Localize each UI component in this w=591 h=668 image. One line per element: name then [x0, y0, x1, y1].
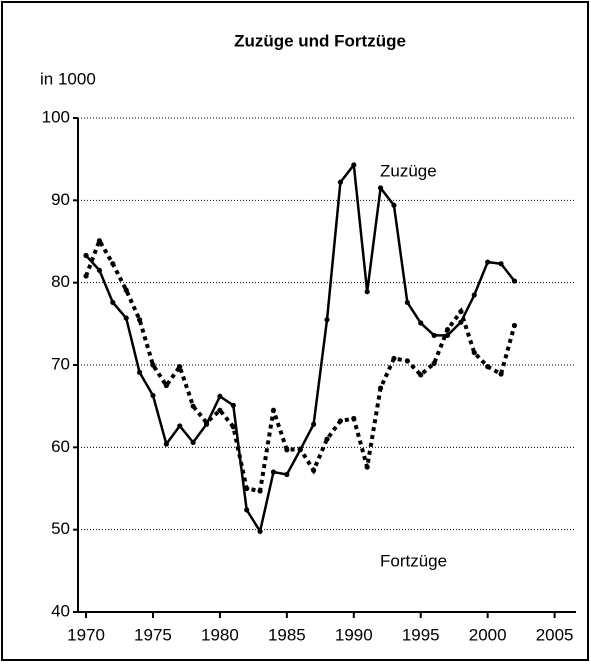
data-point [377, 185, 384, 191]
data-point [311, 421, 317, 427]
data-point [471, 350, 477, 356]
x-tick-label: 1980 [201, 625, 239, 644]
data-point [297, 446, 303, 452]
x-tick-label: 2000 [469, 625, 507, 644]
data-point [311, 467, 317, 473]
x-tick-label: 1975 [134, 625, 172, 644]
chart-title: Zuzüge und Fortzüge [234, 31, 406, 50]
data-point [337, 418, 344, 424]
data-point [257, 488, 263, 494]
y-tick-label: 70 [51, 354, 70, 373]
data-point [123, 287, 129, 293]
data-point [485, 364, 491, 370]
data-point [418, 372, 424, 378]
x-tick-label: 1970 [67, 625, 105, 644]
data-point [83, 252, 89, 259]
data-point [511, 278, 518, 284]
data-point [444, 332, 451, 338]
data-point [284, 447, 290, 453]
data-point [163, 382, 169, 389]
data-point [498, 261, 504, 267]
data-point [431, 332, 437, 338]
data-point [270, 407, 277, 413]
y-tick-label: 60 [51, 437, 70, 456]
data-point [190, 403, 196, 409]
data-point [404, 358, 410, 364]
data-point [257, 528, 263, 534]
data-point [391, 355, 397, 362]
y-tick-label: 100 [42, 107, 70, 126]
data-point [177, 364, 183, 370]
data-point [110, 261, 116, 267]
data-point [391, 202, 397, 208]
x-tick-label: 1985 [268, 625, 306, 644]
data-point [324, 436, 330, 442]
data-point [511, 322, 518, 329]
data-point [177, 423, 183, 429]
data-point [284, 471, 290, 478]
data-point [324, 317, 330, 323]
data-point [431, 360, 437, 366]
data-point [351, 162, 357, 168]
data-point [217, 407, 223, 413]
data-point [485, 259, 491, 265]
data-point [337, 179, 344, 185]
data-point [364, 289, 370, 295]
data-point [377, 385, 384, 391]
x-tick-label: 1990 [335, 625, 373, 644]
y-tick-label: 80 [51, 272, 70, 291]
data-point [110, 299, 116, 306]
data-point [190, 439, 196, 445]
data-point [150, 392, 156, 399]
y-tick-label: 50 [51, 519, 70, 538]
data-point [444, 326, 451, 333]
data-point [230, 424, 236, 430]
data-point [136, 317, 143, 323]
x-tick-label: 1995 [402, 625, 440, 644]
data-point [244, 507, 250, 513]
data-point [217, 393, 223, 399]
y-axis-label: in 1000 [40, 69, 96, 88]
series-annotation: Zuzüge [380, 161, 437, 180]
x-tick-label: 2005 [536, 625, 574, 644]
data-point [471, 292, 477, 298]
data-point [203, 420, 210, 426]
data-point [136, 369, 143, 376]
data-point [96, 267, 103, 273]
data-point [270, 469, 277, 475]
y-tick-label: 40 [51, 601, 70, 620]
data-point [498, 371, 504, 377]
data-point [244, 485, 250, 492]
data-point [404, 299, 410, 306]
data-point [418, 320, 424, 326]
data-point [351, 415, 357, 422]
data-point [163, 441, 169, 447]
data-point [96, 238, 103, 244]
y-tick-label: 90 [51, 190, 70, 209]
data-point [123, 315, 129, 321]
data-point [83, 273, 89, 279]
series-annotation: Fortzüge [380, 551, 447, 570]
data-point [150, 362, 156, 368]
data-point [458, 308, 464, 315]
data-point [230, 402, 236, 408]
data-point [364, 464, 370, 470]
